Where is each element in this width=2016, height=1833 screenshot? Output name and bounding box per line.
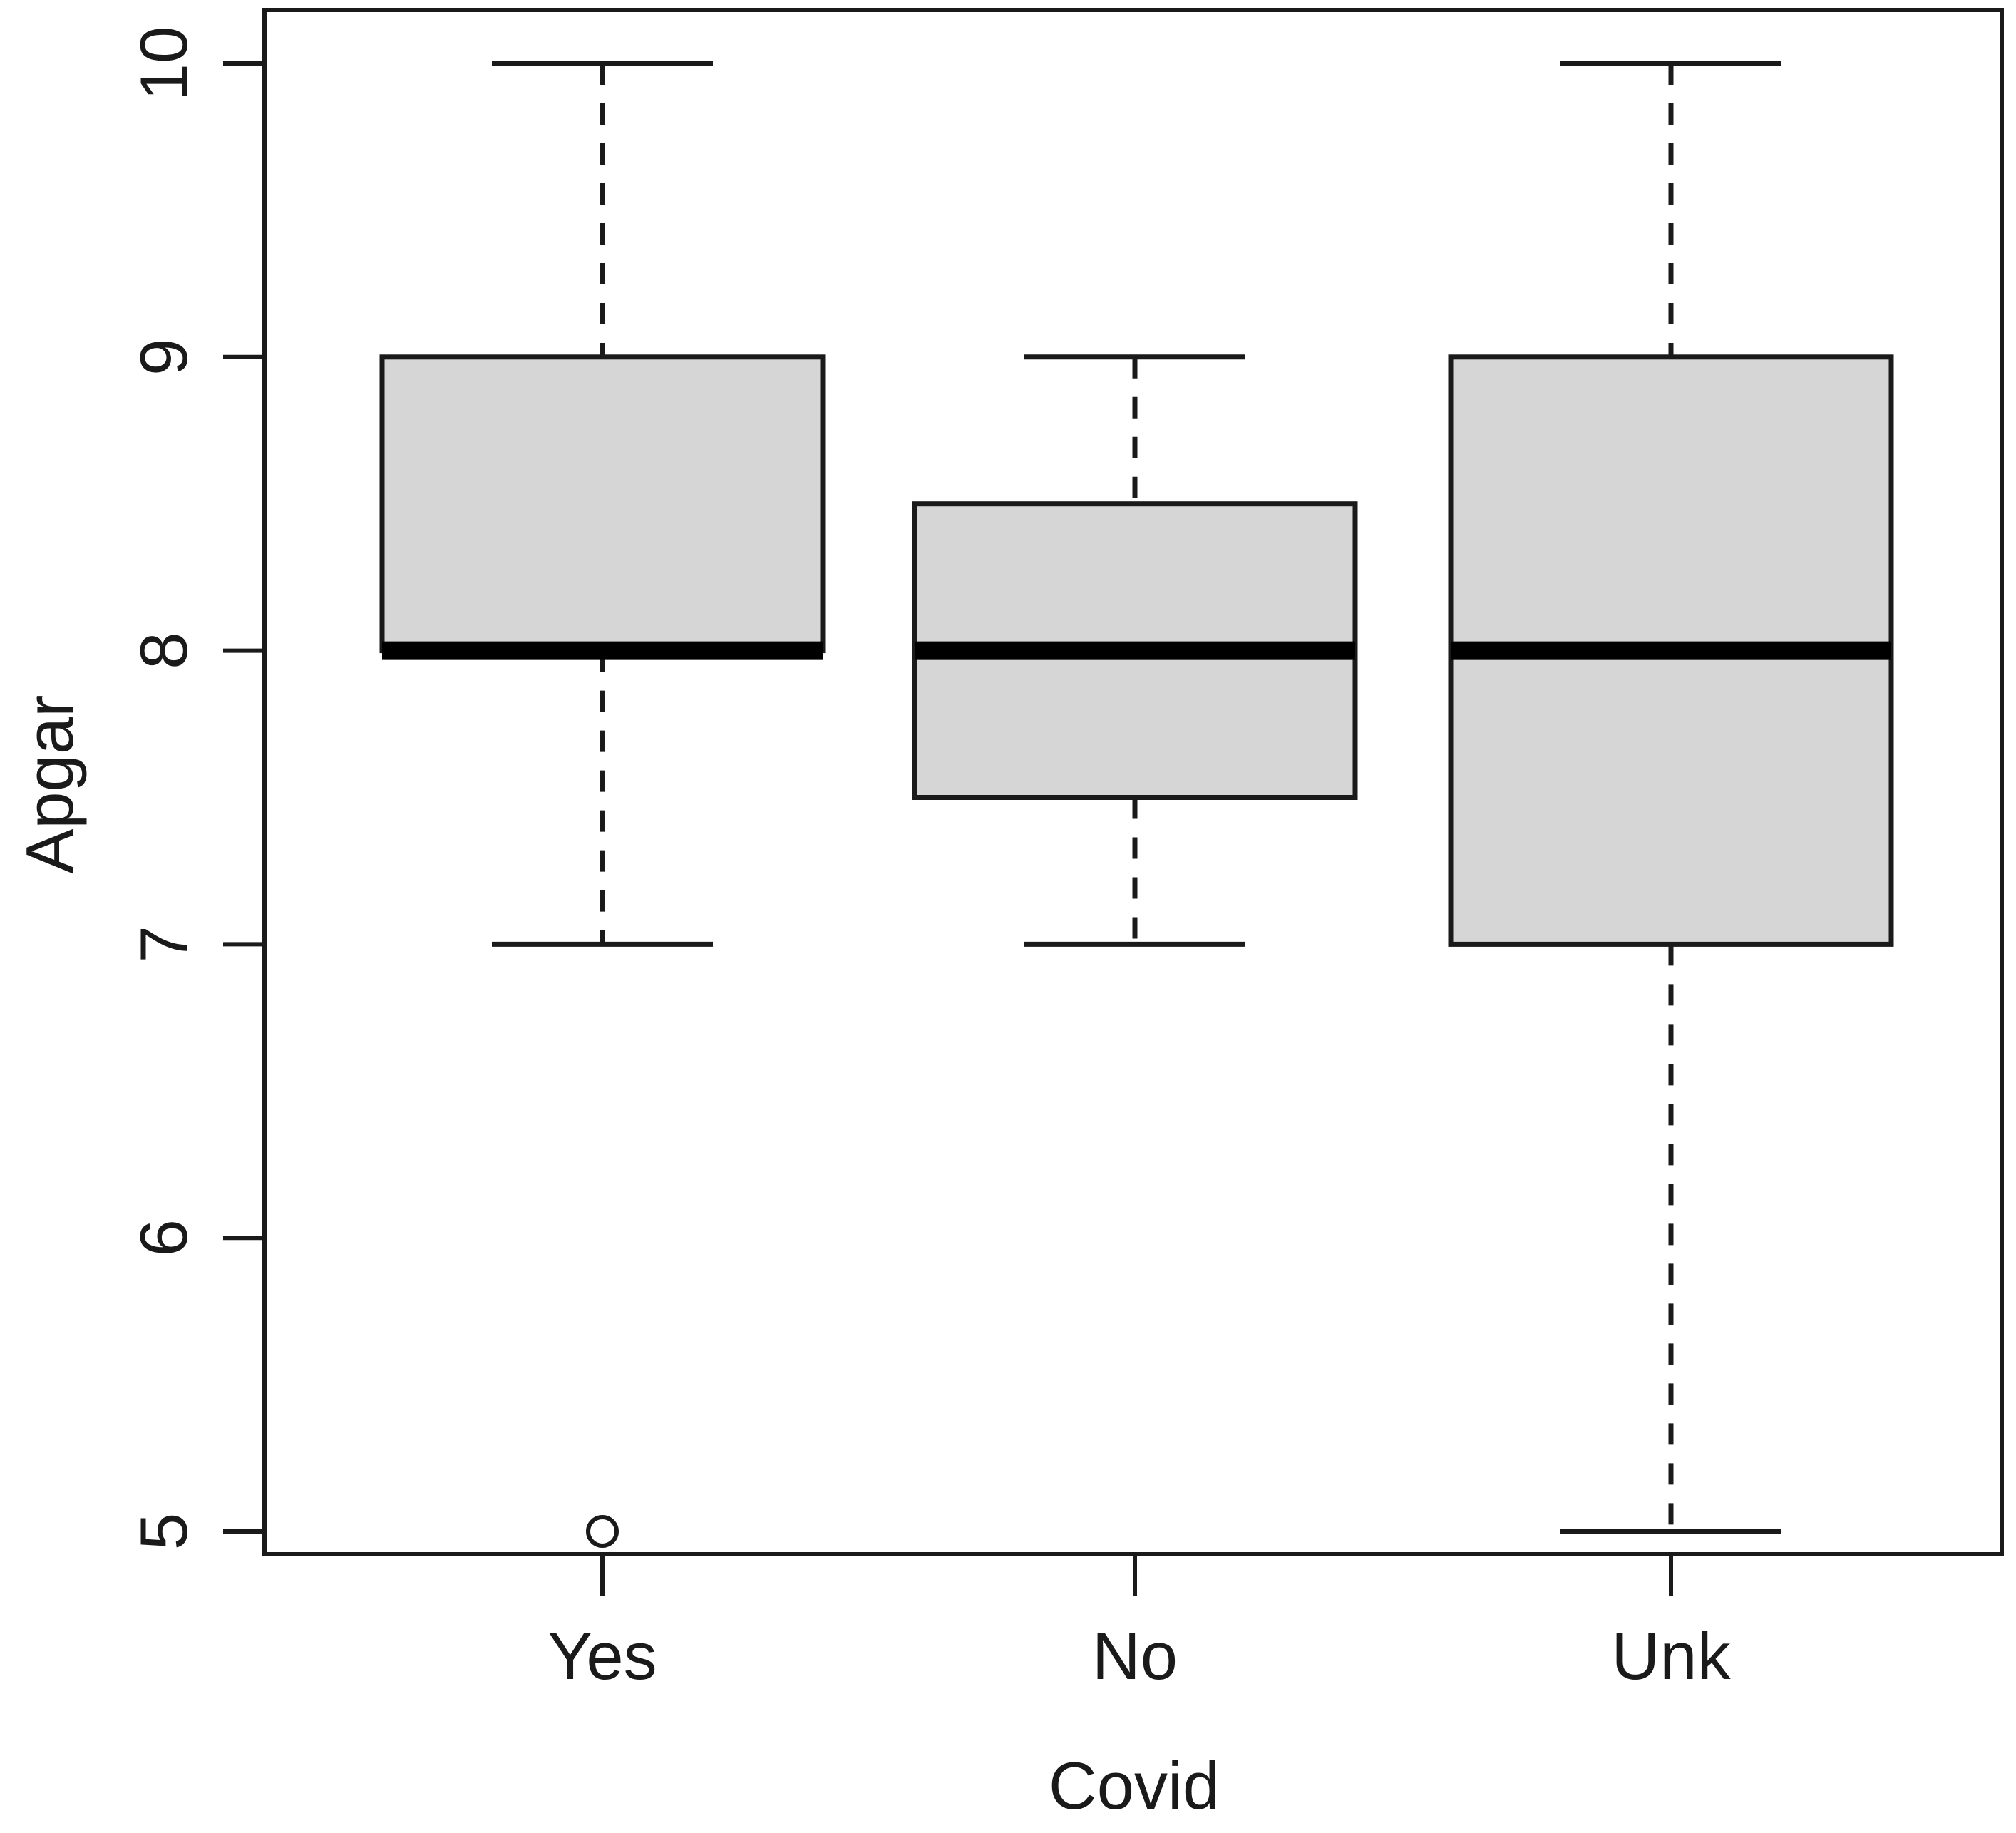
x-category-label-yes: Yes <box>547 1618 657 1693</box>
x-category-label-unk: Unk <box>1611 1618 1731 1693</box>
x-axis-title: Covid <box>1048 1748 1220 1823</box>
y-tick-label: 6 <box>126 1219 201 1256</box>
outlier-point-yes <box>586 1515 619 1548</box>
y-tick-label: 10 <box>126 26 201 101</box>
y-tick-label: 7 <box>126 925 201 962</box>
y-axis-title: Apgar <box>12 694 87 874</box>
y-tick-label: 5 <box>126 1513 201 1550</box>
iqr-box-yes <box>379 354 826 654</box>
x-category-label-no: No <box>1092 1618 1178 1693</box>
y-tick-label: 9 <box>126 339 201 376</box>
y-tick-label: 8 <box>126 632 201 669</box>
